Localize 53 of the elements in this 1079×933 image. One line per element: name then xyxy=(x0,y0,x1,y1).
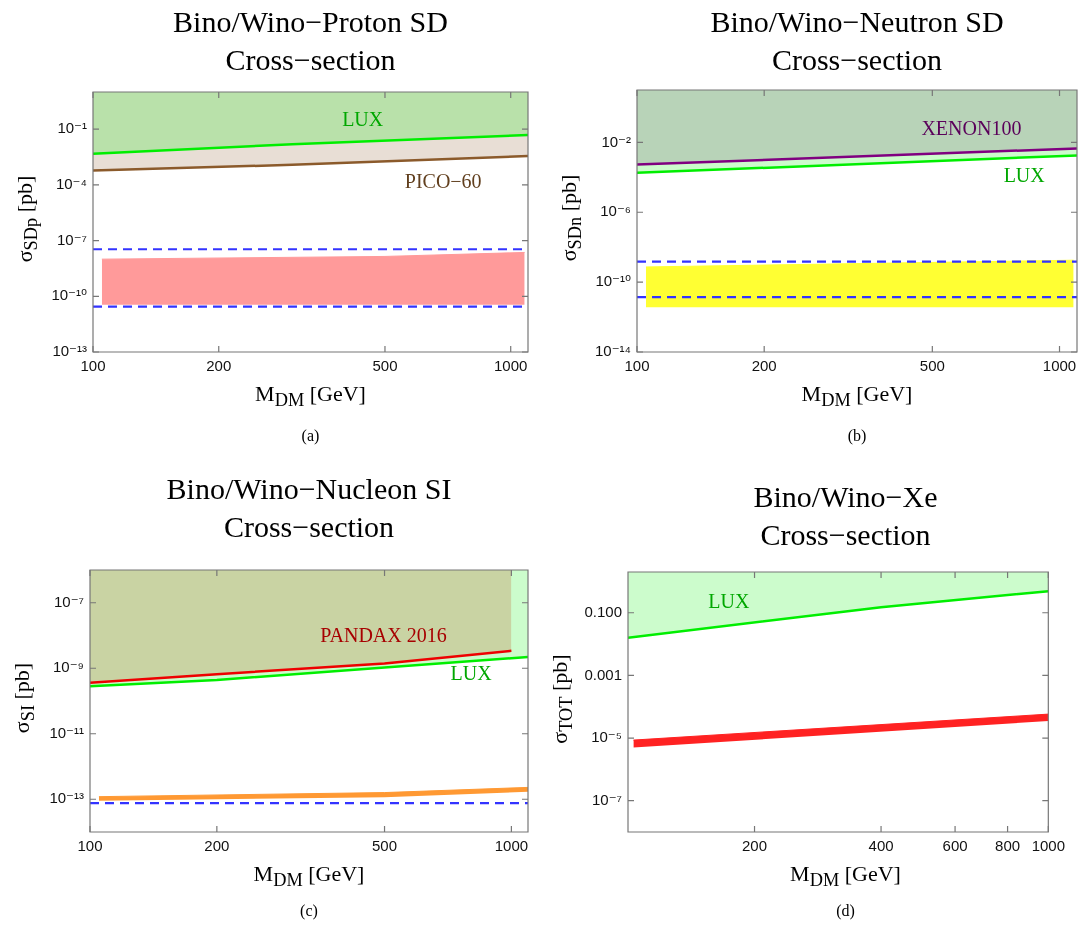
x-tick-label: 200 xyxy=(751,357,777,375)
y-tick-label: 10⁻¹ xyxy=(57,119,87,137)
x-tick-label: 1000 xyxy=(1031,837,1065,855)
y-tick-label: 0.100 xyxy=(584,602,622,620)
x-tick-label: 100 xyxy=(77,837,103,855)
y-tick-label: 10⁻² xyxy=(601,132,631,150)
text: (b) xyxy=(847,427,867,445)
y-tick-label: 10⁻¹¹ xyxy=(49,723,84,741)
x-tick-label: 500 xyxy=(919,357,945,375)
series-label: LUX xyxy=(708,590,750,613)
series-label: PICO−60 xyxy=(404,170,482,193)
y-tick-label: 10⁻⁶ xyxy=(600,202,631,220)
text: (d) xyxy=(836,902,855,920)
series-label: LUX xyxy=(1003,163,1046,186)
chart-title: Bino/Wino−Proton SD Cross−section xyxy=(172,4,449,78)
y-tick-label: 10⁻¹⁰ xyxy=(51,286,87,304)
x-tick-label: 100 xyxy=(80,357,106,375)
x-tick-label: 1000 xyxy=(494,837,529,855)
x-tick-label: 800 xyxy=(995,837,1021,855)
x-tick-label: 100 xyxy=(624,357,650,375)
y-tick-label: 10⁻⁷ xyxy=(53,592,84,610)
y-tick-label: 10⁻⁵ xyxy=(591,728,622,746)
y-tick-label: 10⁻¹⁴ xyxy=(594,342,631,360)
series-label: XENON100 xyxy=(921,117,1022,140)
x-tick-label: 200 xyxy=(206,357,232,375)
chart-title: Bino/Wino−Xe Cross−section xyxy=(752,479,939,553)
x-tick-label: 500 xyxy=(372,837,398,855)
y-tick-label: 10⁻¹⁰ xyxy=(595,272,631,290)
x-tick-label: 500 xyxy=(372,357,398,375)
x-tick-label: 1000 xyxy=(1042,357,1077,375)
y-tick-label: 10⁻¹³ xyxy=(52,342,87,360)
series-label: LUX xyxy=(450,662,493,685)
x-axis-title: M$_{DM}$ [GeV] xyxy=(801,381,913,412)
x-tick-label: 600 xyxy=(942,837,968,855)
x-axis-title: M$_{DM}$ [GeV] xyxy=(253,861,365,892)
y-tick-label: 10⁻¹³ xyxy=(49,789,84,807)
y-tick-label: 10⁻⁷ xyxy=(591,790,622,808)
x-axis-title: M$_{DM}$ [GeV] xyxy=(255,381,366,412)
text: (a) xyxy=(301,427,320,445)
chart-title: Bino/Wino−Nucleon SI Cross−section xyxy=(165,471,453,545)
series-label: LUX xyxy=(342,107,384,130)
x-tick-label: 1000 xyxy=(494,357,528,375)
y-tick-label: 10⁻⁹ xyxy=(52,658,84,676)
series-label: PANDAX 2016 xyxy=(320,624,447,647)
x-tick-label: 400 xyxy=(868,837,894,855)
y-tick-label: 10⁻⁴ xyxy=(55,175,87,192)
x-tick-label: 200 xyxy=(204,837,230,855)
text: (c) xyxy=(300,902,318,920)
x-tick-label: 200 xyxy=(742,837,768,855)
y-tick-label: 0.001 xyxy=(584,665,622,683)
chart-title: Bino/Wino−Neutron SD Cross−section xyxy=(709,4,1005,78)
x-axis-title: M$_{DM}$ [GeV] xyxy=(790,861,901,892)
y-tick-label: 10⁻⁷ xyxy=(56,230,87,248)
